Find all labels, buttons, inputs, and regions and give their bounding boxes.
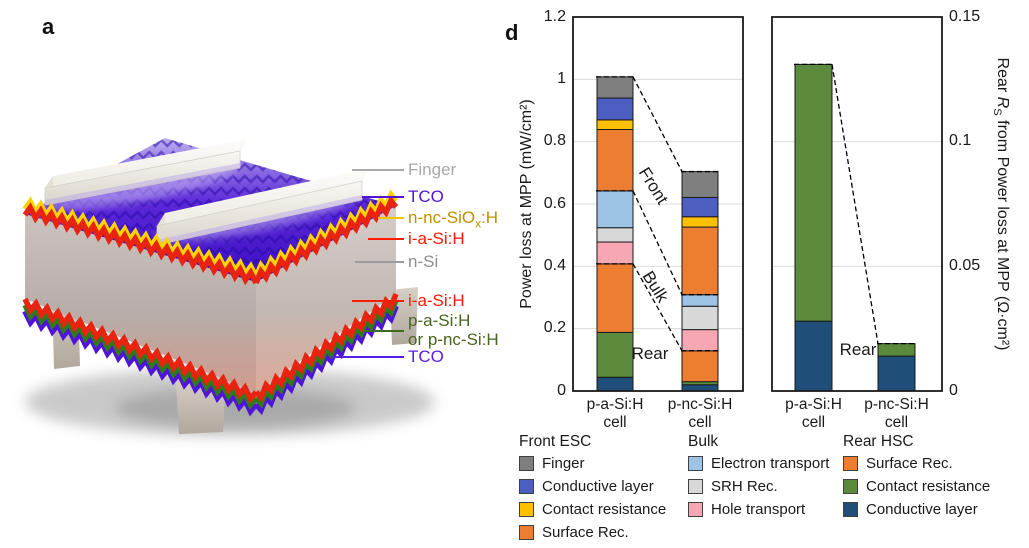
solar-cell-3d-illustration (22, 138, 435, 436)
group-connector-dash (831, 64, 879, 344)
n-si-body-left-face (25, 214, 256, 392)
bar-segment-conductive-layer (681, 384, 719, 392)
finger-bar (156, 168, 370, 246)
bar-segment-surface-rec- (596, 129, 634, 192)
n-si-body-right-face (256, 206, 396, 392)
bar-segment-finger (596, 76, 634, 99)
tco-bottom-layer-zigzag (22, 309, 259, 417)
bar-segment-finger (681, 171, 719, 198)
p-layer-zigzag (22, 303, 259, 410)
plot-frame (771, 16, 943, 392)
i-a-si-top-layer-zigzag (22, 202, 259, 286)
bar-segment-electron-transport (596, 190, 634, 229)
finger-bar (44, 139, 248, 206)
bar-segment-conductive-layer (794, 320, 833, 392)
group-connector-dash (632, 190, 683, 295)
chart-1 (771, 16, 943, 392)
bar-segment-srh-rec- (681, 305, 719, 331)
bar-segment-electron-transport (681, 294, 719, 307)
bar-segment-srh-rec- (596, 227, 634, 243)
bar-segment-hole-transport (681, 329, 719, 352)
bar-segment-hole-transport (596, 241, 634, 265)
bar-segment-contact-resistance (794, 63, 833, 322)
bar-segment-surface-rec- (596, 263, 634, 333)
layer-leader-lines (332, 169, 404, 358)
bar-segment-contact-resistance (681, 216, 719, 228)
bar-segment-contact-resistance (596, 119, 634, 131)
bar-segment-conductive-layer (877, 355, 916, 392)
bar-charts (572, 16, 943, 392)
bar-segment-contact-resistance (877, 343, 916, 357)
i-a-si-top-layer-zigzag (253, 195, 399, 285)
group-connector-dash (632, 263, 683, 352)
bar-segment-surface-rec- (681, 226, 719, 296)
bar-segment-conductive-layer (681, 196, 719, 218)
i-a-si-bottom-layer-zigzag (253, 292, 399, 403)
bar-segment-surface-rec- (681, 350, 719, 383)
group-connector-dash (632, 76, 683, 172)
bar-segment-conductive-layer (596, 97, 634, 121)
bar-segment-conductive-layer (596, 376, 634, 392)
i-a-si-bottom-layer-zigzag (22, 297, 259, 404)
bar-segment-contact-resistance (596, 331, 634, 378)
chart-0 (572, 16, 744, 392)
plot-frame (572, 16, 744, 392)
